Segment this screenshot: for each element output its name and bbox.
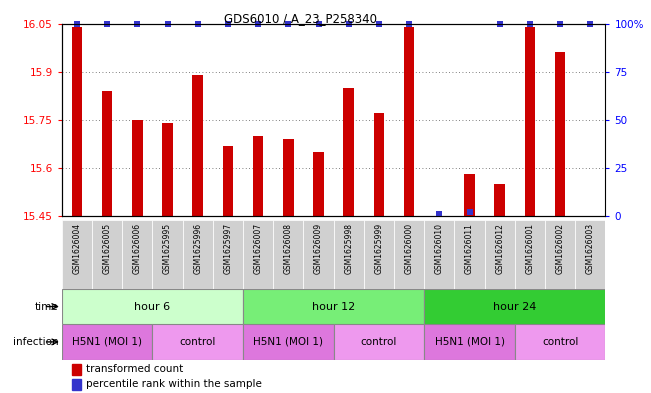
- Text: GSM1626005: GSM1626005: [103, 223, 111, 274]
- Text: percentile rank within the sample: percentile rank within the sample: [86, 379, 262, 389]
- Text: GSM1626000: GSM1626000: [405, 223, 413, 274]
- Bar: [132, 120, 143, 216]
- Text: GSM1626010: GSM1626010: [435, 223, 444, 274]
- Bar: [575, 220, 605, 289]
- Bar: [283, 139, 294, 216]
- Bar: [223, 145, 233, 216]
- Text: H5N1 (MOI 1): H5N1 (MOI 1): [72, 337, 142, 347]
- Text: GSM1625998: GSM1625998: [344, 223, 353, 274]
- Bar: [62, 289, 243, 324]
- Text: GSM1625995: GSM1625995: [163, 223, 172, 274]
- Bar: [243, 289, 424, 324]
- Bar: [424, 289, 605, 324]
- Text: GSM1626003: GSM1626003: [586, 223, 595, 274]
- Text: hour 12: hour 12: [312, 301, 355, 312]
- Bar: [102, 91, 113, 216]
- Text: hour 6: hour 6: [134, 301, 171, 312]
- Bar: [495, 184, 505, 216]
- Text: GSM1626001: GSM1626001: [525, 223, 534, 274]
- Text: GSM1625999: GSM1625999: [374, 223, 383, 274]
- Text: GSM1626006: GSM1626006: [133, 223, 142, 274]
- Bar: [525, 27, 535, 216]
- Bar: [62, 220, 92, 289]
- Bar: [213, 220, 243, 289]
- Text: GSM1625996: GSM1625996: [193, 223, 202, 274]
- Text: GSM1626004: GSM1626004: [72, 223, 81, 274]
- Text: control: control: [180, 337, 216, 347]
- Text: GSM1626011: GSM1626011: [465, 223, 474, 274]
- Bar: [72, 379, 81, 390]
- Text: GSM1626002: GSM1626002: [556, 223, 564, 274]
- Bar: [122, 220, 152, 289]
- Bar: [454, 220, 484, 289]
- Bar: [162, 123, 173, 216]
- Bar: [404, 27, 415, 216]
- Bar: [183, 220, 213, 289]
- Bar: [243, 324, 333, 360]
- Text: GSM1625997: GSM1625997: [223, 223, 232, 274]
- Bar: [152, 220, 183, 289]
- Text: transformed count: transformed count: [86, 364, 183, 374]
- Bar: [92, 220, 122, 289]
- Bar: [62, 324, 152, 360]
- Bar: [424, 220, 454, 289]
- Bar: [72, 364, 81, 375]
- Bar: [72, 27, 82, 216]
- Bar: [555, 52, 566, 216]
- Bar: [334, 220, 364, 289]
- Text: GSM1626007: GSM1626007: [254, 223, 262, 274]
- Text: GSM1626008: GSM1626008: [284, 223, 293, 274]
- Bar: [515, 324, 605, 360]
- Text: hour 24: hour 24: [493, 301, 536, 312]
- Text: H5N1 (MOI 1): H5N1 (MOI 1): [253, 337, 324, 347]
- Bar: [243, 220, 273, 289]
- Text: time: time: [35, 301, 59, 312]
- Bar: [303, 220, 333, 289]
- Bar: [253, 136, 264, 216]
- Text: infection: infection: [13, 337, 59, 347]
- Text: GSM1626009: GSM1626009: [314, 223, 323, 274]
- Bar: [545, 220, 575, 289]
- Bar: [515, 220, 545, 289]
- Bar: [394, 220, 424, 289]
- Bar: [313, 152, 324, 216]
- Bar: [464, 174, 475, 216]
- Bar: [273, 220, 303, 289]
- Text: GSM1626012: GSM1626012: [495, 223, 505, 274]
- Bar: [434, 216, 445, 219]
- Bar: [152, 324, 243, 360]
- Bar: [424, 324, 515, 360]
- Text: H5N1 (MOI 1): H5N1 (MOI 1): [434, 337, 505, 347]
- Bar: [484, 220, 515, 289]
- Bar: [344, 88, 354, 216]
- Text: GDS6010 / A_23_P258340: GDS6010 / A_23_P258340: [224, 12, 377, 25]
- Bar: [334, 324, 424, 360]
- Text: control: control: [361, 337, 397, 347]
- Bar: [374, 114, 384, 216]
- Text: control: control: [542, 337, 578, 347]
- Bar: [193, 75, 203, 216]
- Bar: [364, 220, 394, 289]
